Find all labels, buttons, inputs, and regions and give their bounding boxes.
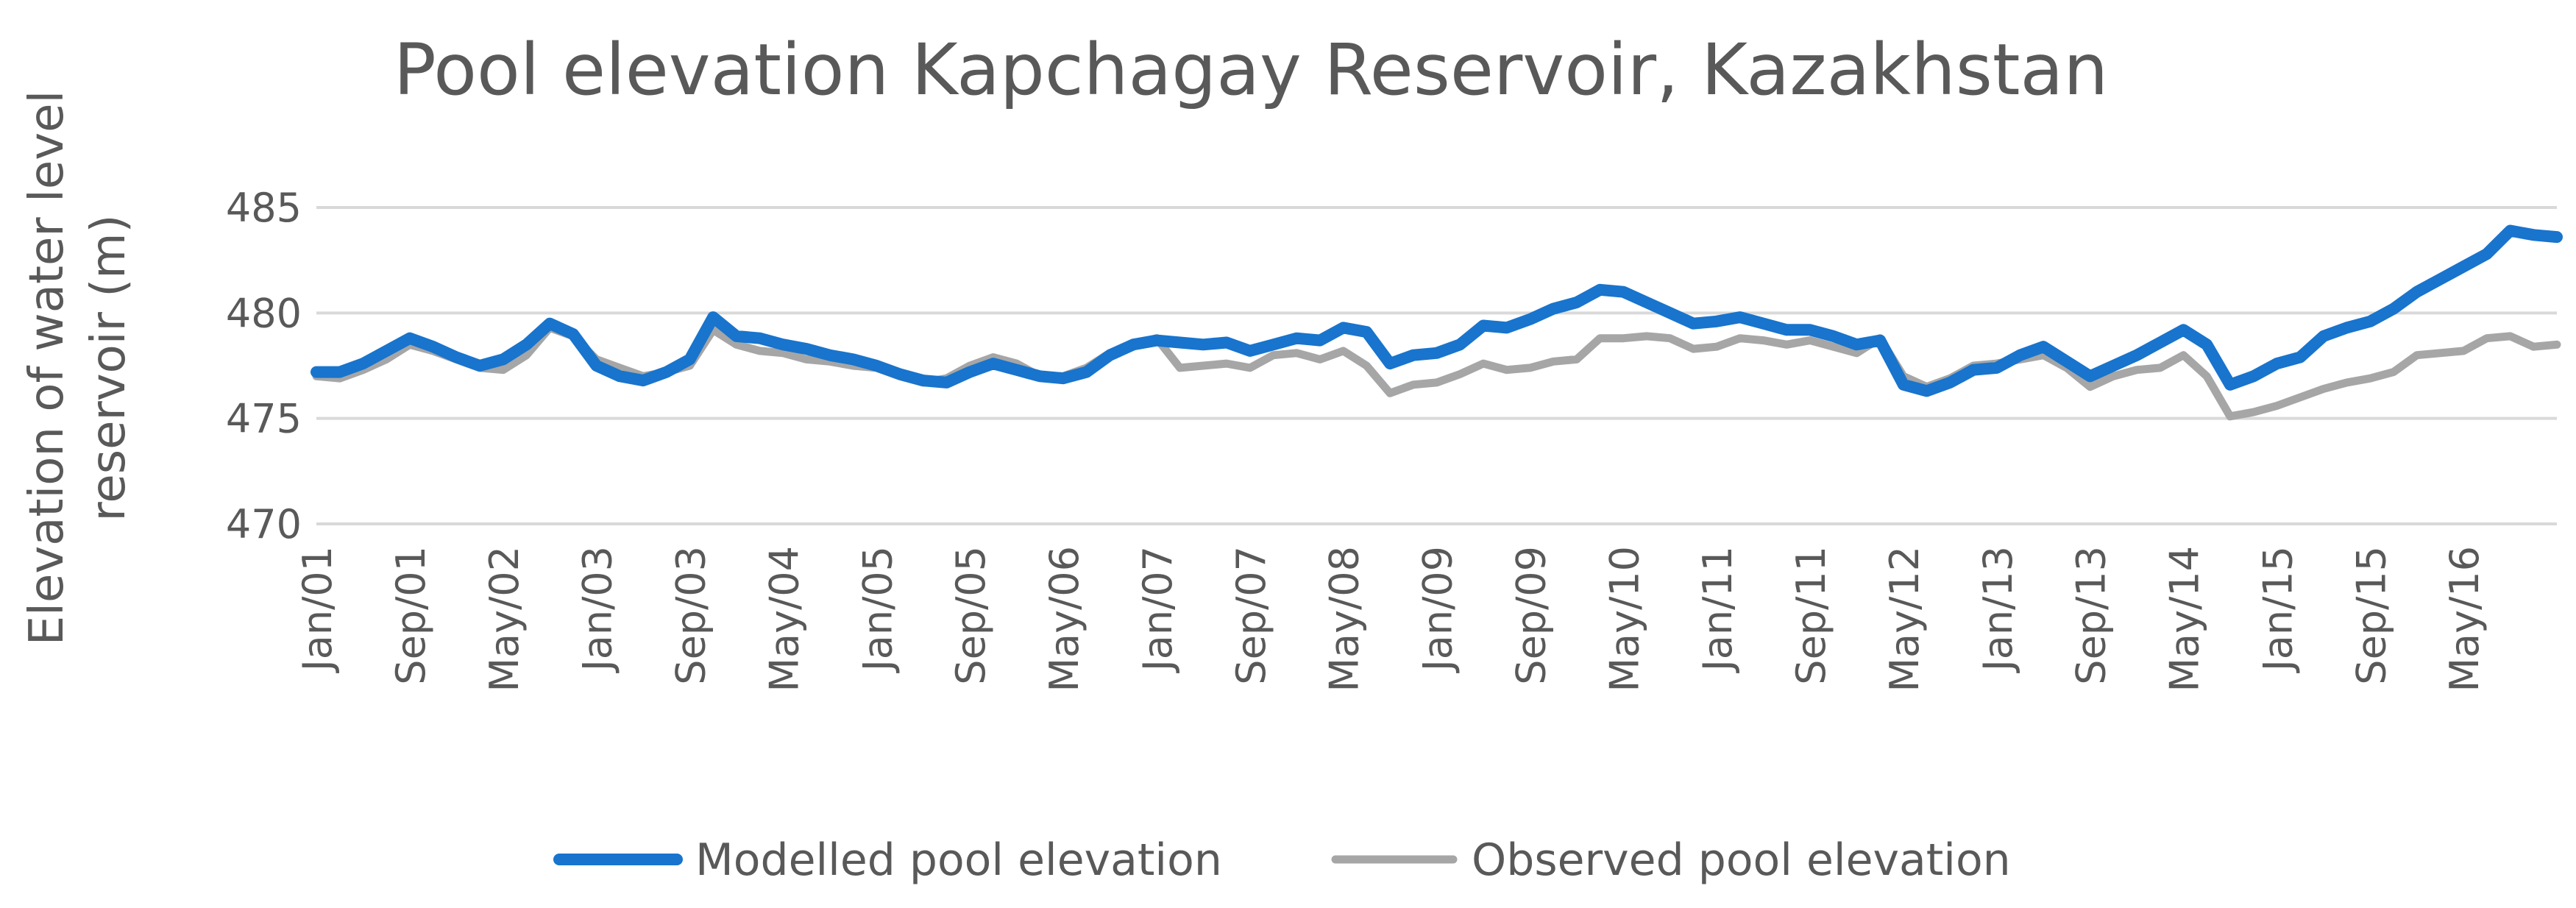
y-axis-label-line-2: reservoir (m)	[82, 214, 136, 521]
legend-item-modelled[interactable]: Modelled pool elevation	[553, 834, 1222, 886]
x-tick-label-sep-15: Sep/15	[2348, 546, 2394, 685]
x-tick-label-jan-11: Jan/11	[1695, 546, 1741, 673]
x-tick-label-may-08: May/08	[1321, 546, 1368, 692]
x-tick-labels: Jan/01 Sep/01 May/02 Jan/03 Sep/03 May/04 Jan/…	[294, 546, 2488, 692]
x-tick-label-sep-11: Sep/11	[1788, 546, 1834, 685]
x-tick-label-jan-09: Jan/09	[1415, 546, 1461, 673]
series-line-modelled	[311, 224, 2563, 397]
x-tick-label-may-02: May/02	[481, 546, 528, 692]
x-tick-label-may-04: May/04	[761, 546, 807, 692]
x-tick-label-may-14: May/14	[2162, 546, 2208, 692]
x-tick-label-jan-05: Jan/05	[854, 546, 901, 673]
y-tick-label-475: 475	[226, 396, 302, 442]
x-tick-label-jan-01: Jan/01	[294, 546, 341, 673]
x-tick-label-sep-07: Sep/07	[1228, 546, 1274, 685]
x-tick-label-may-12: May/12	[1881, 546, 1928, 692]
x-tick-label-sep-01: Sep/01	[388, 546, 434, 685]
y-tick-labels: 470 475 480 485	[226, 185, 302, 547]
x-tick-label-jan-13: Jan/13	[1975, 546, 2021, 673]
y-axis-label: Elevation of water level reservoir (m)	[20, 91, 136, 646]
legend-label-observed: Observed pool elevation	[1472, 834, 2011, 886]
chart-title: Pool elevation Kapchagay Reservoir, Kaza…	[394, 29, 2108, 111]
x-tick-label-sep-13: Sep/13	[2068, 546, 2115, 685]
x-tick-label-may-10: May/10	[1601, 546, 1647, 692]
x-tick-label-sep-09: Sep/09	[1508, 546, 1554, 685]
x-tick-label-jan-15: Jan/15	[2254, 546, 2301, 673]
y-tick-label-480: 480	[226, 290, 302, 336]
series-lines	[311, 224, 2563, 421]
legend: Modelled pool elevation Observed pool el…	[553, 834, 2011, 886]
y-tick-label-470: 470	[226, 501, 302, 547]
y-axis-label-line-1: Elevation of water level	[20, 91, 74, 646]
x-tick-label-sep-03: Sep/03	[668, 546, 714, 685]
y-tick-label-485: 485	[226, 185, 302, 231]
gridlines	[316, 206, 2557, 525]
x-tick-label-may-16: May/16	[2441, 546, 2488, 692]
legend-label-modelled: Modelled pool elevation	[695, 834, 1222, 886]
x-tick-label-sep-05: Sep/05	[948, 546, 994, 685]
x-tick-label-may-06: May/06	[1041, 546, 1087, 692]
legend-item-observed[interactable]: Observed pool elevation	[1331, 834, 2011, 886]
x-tick-label-jan-07: Jan/07	[1135, 546, 1181, 673]
x-tick-label-jan-03: Jan/03	[575, 546, 621, 673]
